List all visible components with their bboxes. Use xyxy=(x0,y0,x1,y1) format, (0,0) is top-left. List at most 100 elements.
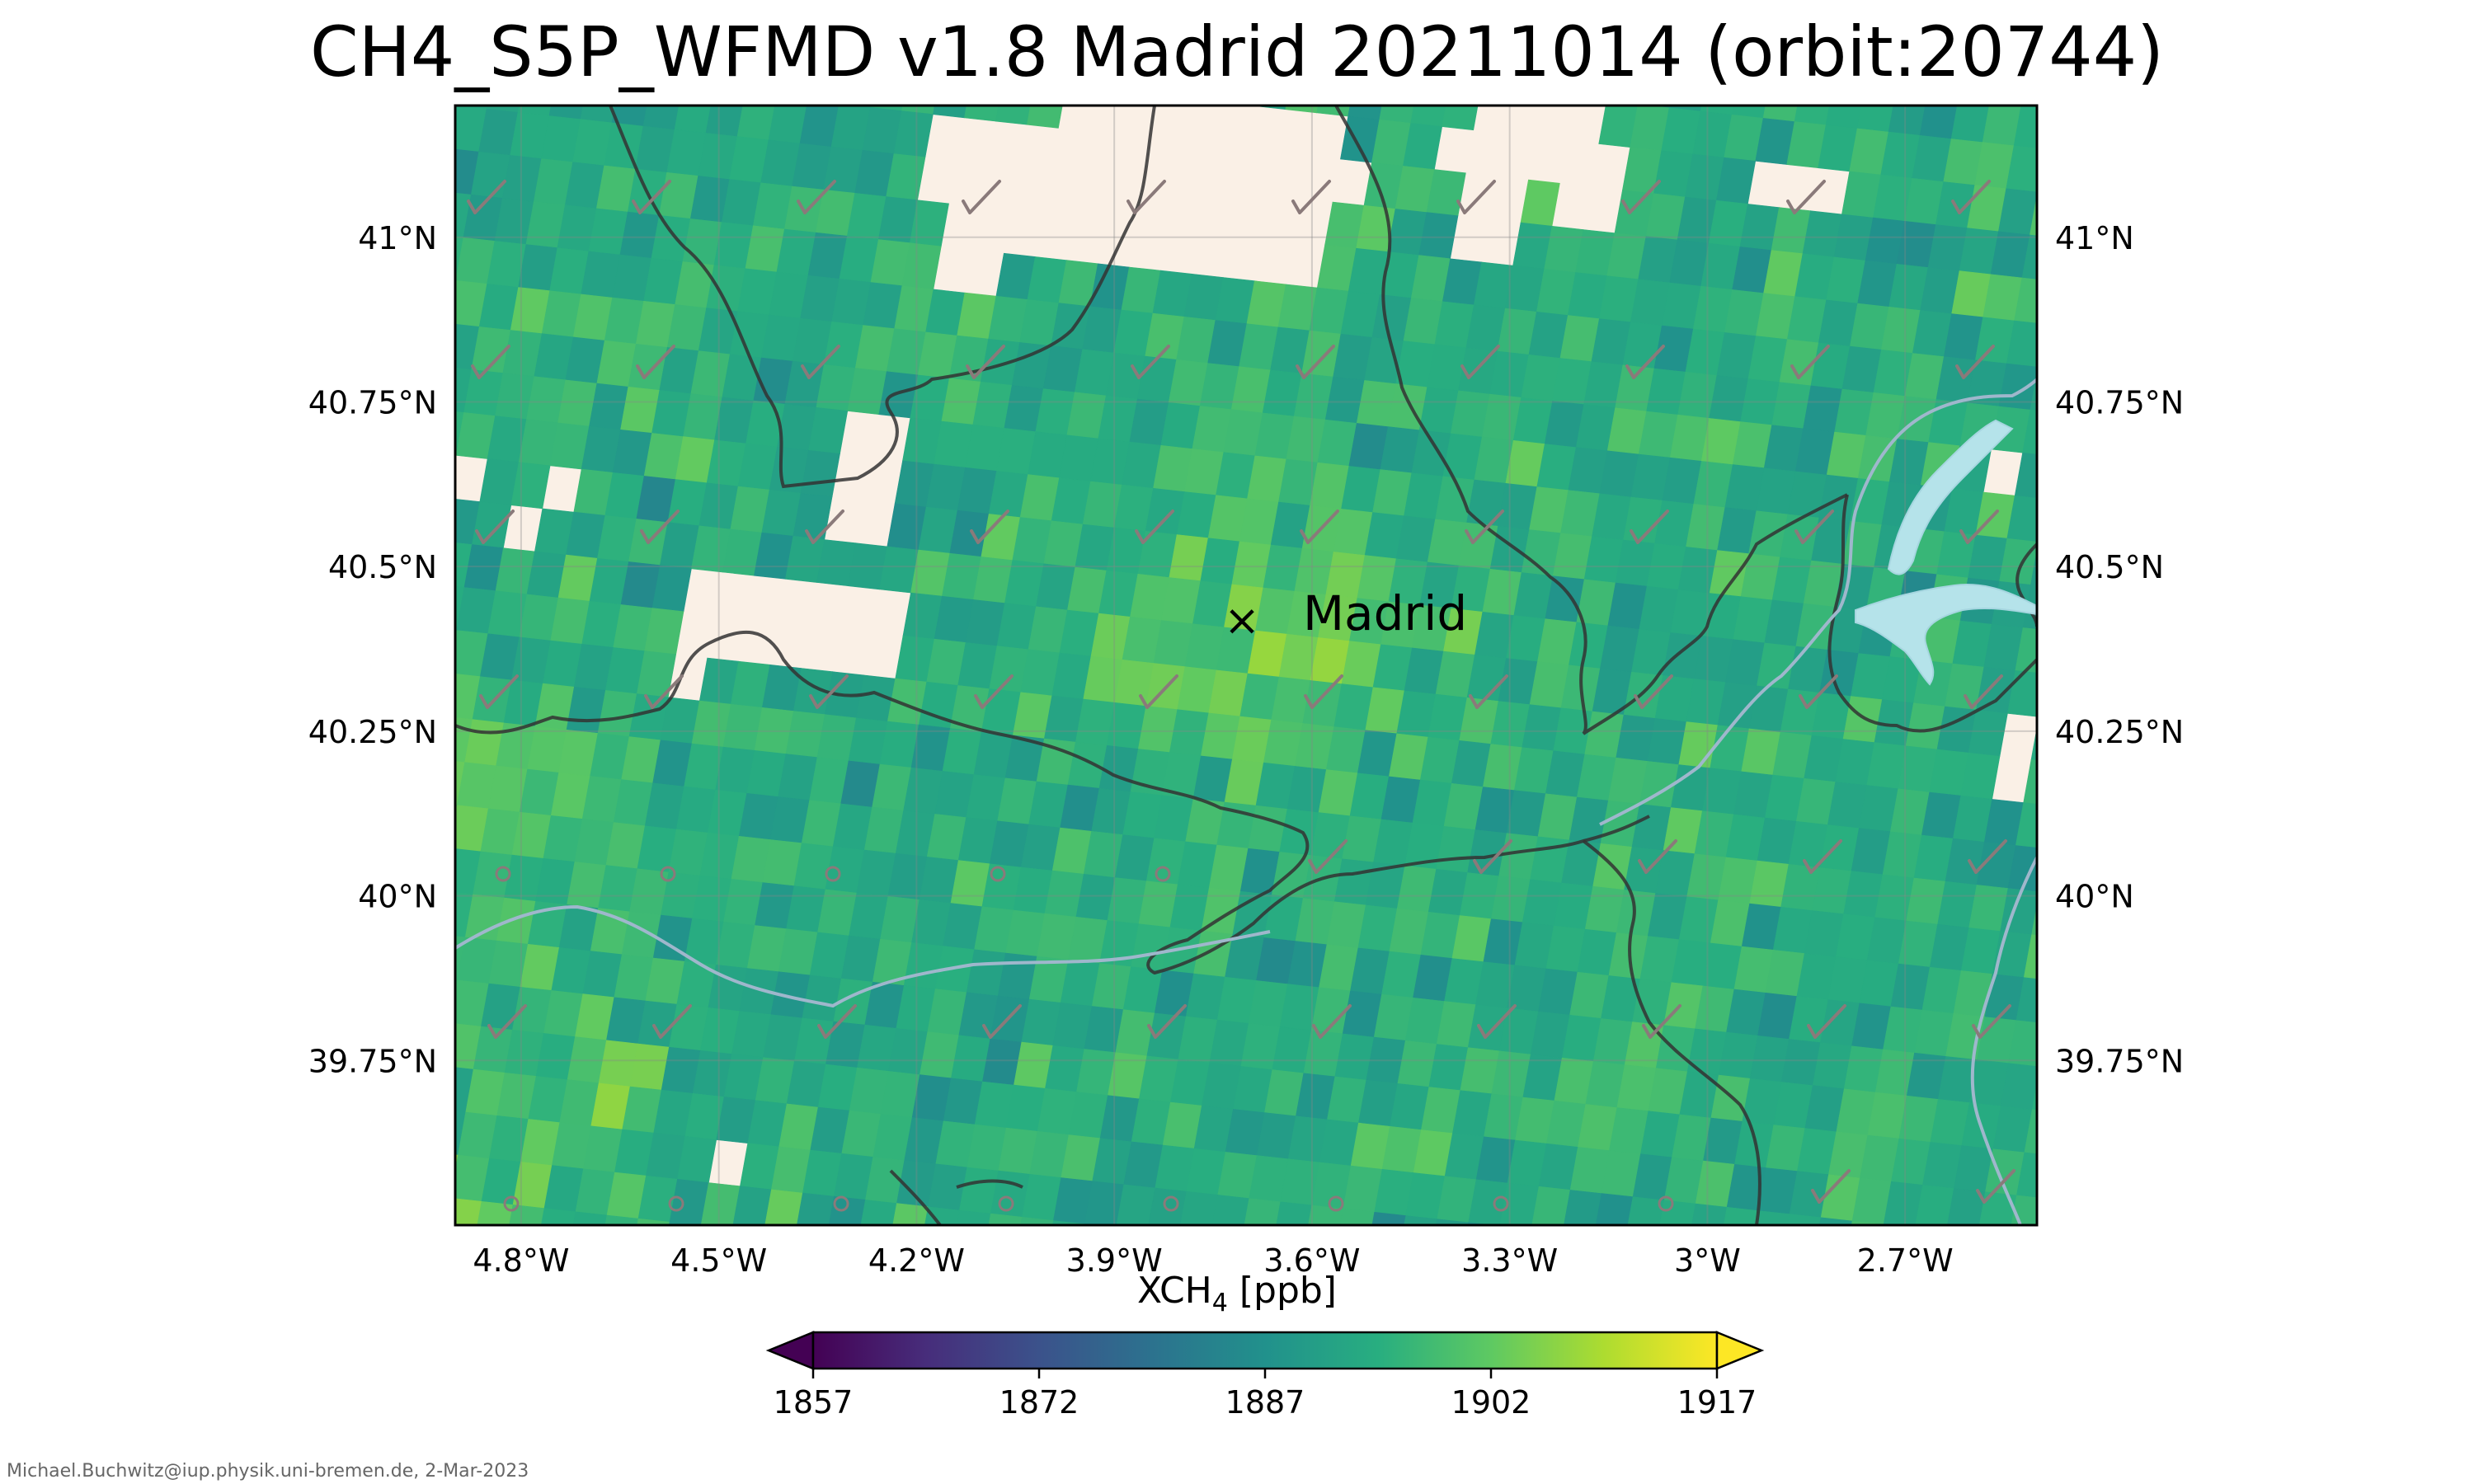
flag-tick xyxy=(652,1004,692,1039)
xch4-pixel xyxy=(807,58,846,104)
xch4-pixel xyxy=(1544,51,1583,97)
xch4-pixel xyxy=(2006,145,2037,193)
xlabel-main: XCH xyxy=(1137,1270,1212,1312)
flag-tick xyxy=(1469,674,1508,709)
xch4-pixel xyxy=(1755,1210,1790,1225)
flag-tick xyxy=(1642,1004,1681,1039)
xch4-pixel xyxy=(1442,106,1479,131)
city-marker: × Madrid xyxy=(1224,585,1467,646)
flag-tick xyxy=(1803,839,1842,874)
city-label: Madrid xyxy=(1303,585,1467,641)
xch4-pixel xyxy=(2022,409,2037,455)
flag-tick xyxy=(1625,345,1665,379)
xch4-pixel xyxy=(1947,1188,1986,1225)
province-border xyxy=(1827,494,2037,733)
flag-tick xyxy=(1304,674,1343,709)
lat-tick-label-right: 40.5°N xyxy=(2055,549,2164,585)
xch4-pixel xyxy=(424,59,463,106)
flag-tick xyxy=(1460,345,1500,379)
flag-tick xyxy=(1807,1004,1846,1039)
xch4-pixel xyxy=(1595,1193,1634,1225)
flag-tick xyxy=(1638,839,1677,874)
lat-tick-label-right: 40°N xyxy=(2055,879,2134,915)
xch4-pixel xyxy=(2013,106,2037,149)
xch4-pixel xyxy=(1436,1219,1470,1225)
xch4-pixel xyxy=(2023,759,2037,805)
xch4-pixel xyxy=(509,1205,545,1225)
flag-tick xyxy=(487,1004,527,1039)
colorbar-ticks: 1857 1872 1887 1902 1917 xyxy=(774,1369,1757,1421)
xch4-pixel xyxy=(956,1209,991,1225)
flag-tick xyxy=(1291,180,1331,214)
xch4-pixel xyxy=(455,1198,482,1225)
xch4-pixel xyxy=(2008,1020,2037,1067)
xch4-pixel xyxy=(700,1182,741,1225)
flag-tick xyxy=(1477,1004,1517,1039)
lon-tick-label: 3.6°W xyxy=(1263,1242,1360,1279)
flag-circle xyxy=(503,1195,520,1212)
flag-tick xyxy=(817,1004,857,1039)
xch4-pixel xyxy=(1586,1237,1625,1283)
xch4-pixel xyxy=(1211,1195,1250,1225)
xch4-pixel xyxy=(1192,56,1230,102)
flag-tick xyxy=(1139,674,1178,709)
colorbar-label: XCH4 [ppb] xyxy=(1072,1270,1402,1317)
xch4-pixel xyxy=(988,1213,1023,1225)
flag-tick xyxy=(471,345,510,379)
xch4-pixel xyxy=(1244,1198,1282,1225)
xch4-pixel xyxy=(541,1208,576,1225)
flag-tick xyxy=(1473,839,1512,874)
flag-tick xyxy=(467,180,506,214)
colorbar-tick-label: 1857 xyxy=(774,1384,854,1421)
xch4-pixel xyxy=(1554,1233,1593,1279)
xch4-pixel xyxy=(1468,1179,1508,1225)
xch4-pixel xyxy=(860,1200,897,1225)
xch4-pixel xyxy=(2016,1152,2037,1198)
xch4-pixel xyxy=(850,106,872,108)
flag-tick xyxy=(801,345,840,379)
xch4-pixel xyxy=(1116,1184,1156,1225)
flag-circle xyxy=(495,866,511,882)
xch4-pixel xyxy=(2039,499,2077,545)
lat-tick-label-right: 41°N xyxy=(2055,220,2134,256)
flag-tick xyxy=(1312,1004,1352,1039)
xch4-pixel xyxy=(892,1203,929,1225)
colorbar-gradient xyxy=(811,1331,1719,1370)
xch4-pixel xyxy=(572,1211,608,1225)
flag-circle xyxy=(668,1195,684,1212)
province-border xyxy=(455,631,1650,975)
graticule xyxy=(455,106,2037,1225)
xch4-pixel xyxy=(1645,106,1670,109)
flag-tick xyxy=(1126,180,1166,214)
flag-tick xyxy=(1465,510,1504,544)
xch4-pixel xyxy=(1160,53,1199,99)
province-border xyxy=(1582,839,1761,1225)
lat-tick-label-left: 39.75°N xyxy=(308,1043,437,1079)
xch4-pixel xyxy=(1404,1215,1438,1225)
flag-circle xyxy=(660,866,676,882)
lon-tick-label: 3°W xyxy=(1674,1242,1741,1279)
province-border xyxy=(889,1169,942,1225)
xch4-pixel xyxy=(1499,1182,1540,1225)
xch4-pixel xyxy=(2038,149,2077,195)
flag-tick xyxy=(1147,1004,1187,1039)
reservoir xyxy=(1887,419,2014,575)
xch4-pixel xyxy=(455,805,458,817)
xch4-pixel xyxy=(1253,106,1286,110)
flag-circle xyxy=(998,1195,1014,1212)
lat-tick-label-right: 40.75°N xyxy=(2055,384,2184,420)
flag-tick xyxy=(805,510,844,544)
xch4-pixel xyxy=(1787,1214,1822,1225)
xch4-pixel xyxy=(412,1195,450,1241)
xch4-pixel xyxy=(2031,904,2037,936)
flag-circle xyxy=(1163,1195,1179,1212)
xch4-pixel xyxy=(2014,452,2037,499)
flag-circle xyxy=(990,866,1006,882)
flag-tick xyxy=(1630,510,1669,544)
xch4-pixel xyxy=(2045,106,2084,153)
flag-tick xyxy=(1296,345,1335,379)
flag-tick xyxy=(475,510,515,544)
xch4-pixel xyxy=(1883,1181,1923,1225)
flag-tick xyxy=(1135,510,1174,544)
